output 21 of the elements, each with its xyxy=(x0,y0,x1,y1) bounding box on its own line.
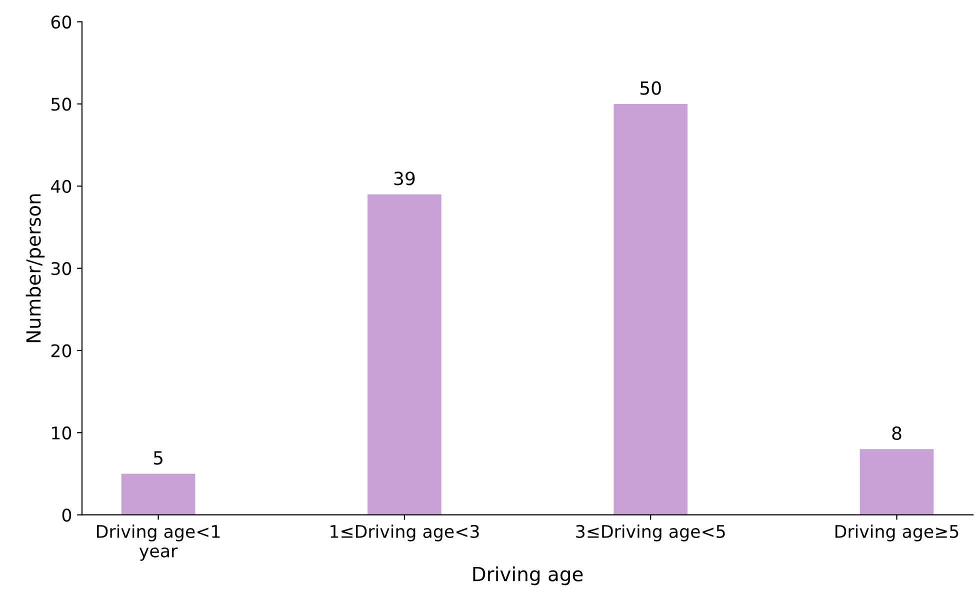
y-tick-label: 30 xyxy=(51,262,72,276)
x-tick-label: 3≤Driving age<5 xyxy=(576,524,725,542)
bar xyxy=(860,449,934,515)
y-tick-label: 40 xyxy=(51,180,72,193)
x-axis-title: Driving age xyxy=(473,566,583,586)
y-tick-label: 0 xyxy=(62,508,72,522)
bar xyxy=(368,194,442,515)
bar xyxy=(121,474,196,515)
y-tick-label: 50 xyxy=(52,98,72,111)
data-label: 8 xyxy=(892,426,902,440)
y-tick-label: 60 xyxy=(51,15,72,29)
data-label: 5 xyxy=(154,451,162,465)
bar xyxy=(614,104,688,515)
y-axis-title: Number/person xyxy=(26,194,45,342)
x-tick-label: Driving age≥5 xyxy=(836,524,958,542)
x-tick-label: Driving age<1 year xyxy=(97,524,220,561)
y-tick-label: 20 xyxy=(51,344,72,358)
y-tick-label: 10 xyxy=(52,426,72,440)
data-label: 50 xyxy=(640,81,661,95)
data-label: 39 xyxy=(394,172,415,186)
x-tick-label: 1≤Driving age<3 xyxy=(330,524,479,542)
